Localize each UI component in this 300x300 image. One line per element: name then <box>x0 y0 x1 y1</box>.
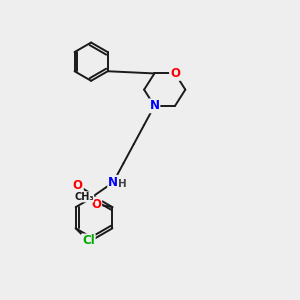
Text: O: O <box>91 198 101 211</box>
Text: O: O <box>170 67 180 80</box>
Text: H: H <box>118 179 126 189</box>
Text: N: N <box>108 176 118 189</box>
Text: Cl: Cl <box>82 235 95 248</box>
Text: O: O <box>73 179 83 192</box>
Text: CH₃: CH₃ <box>74 192 94 202</box>
Text: N: N <box>149 99 159 112</box>
